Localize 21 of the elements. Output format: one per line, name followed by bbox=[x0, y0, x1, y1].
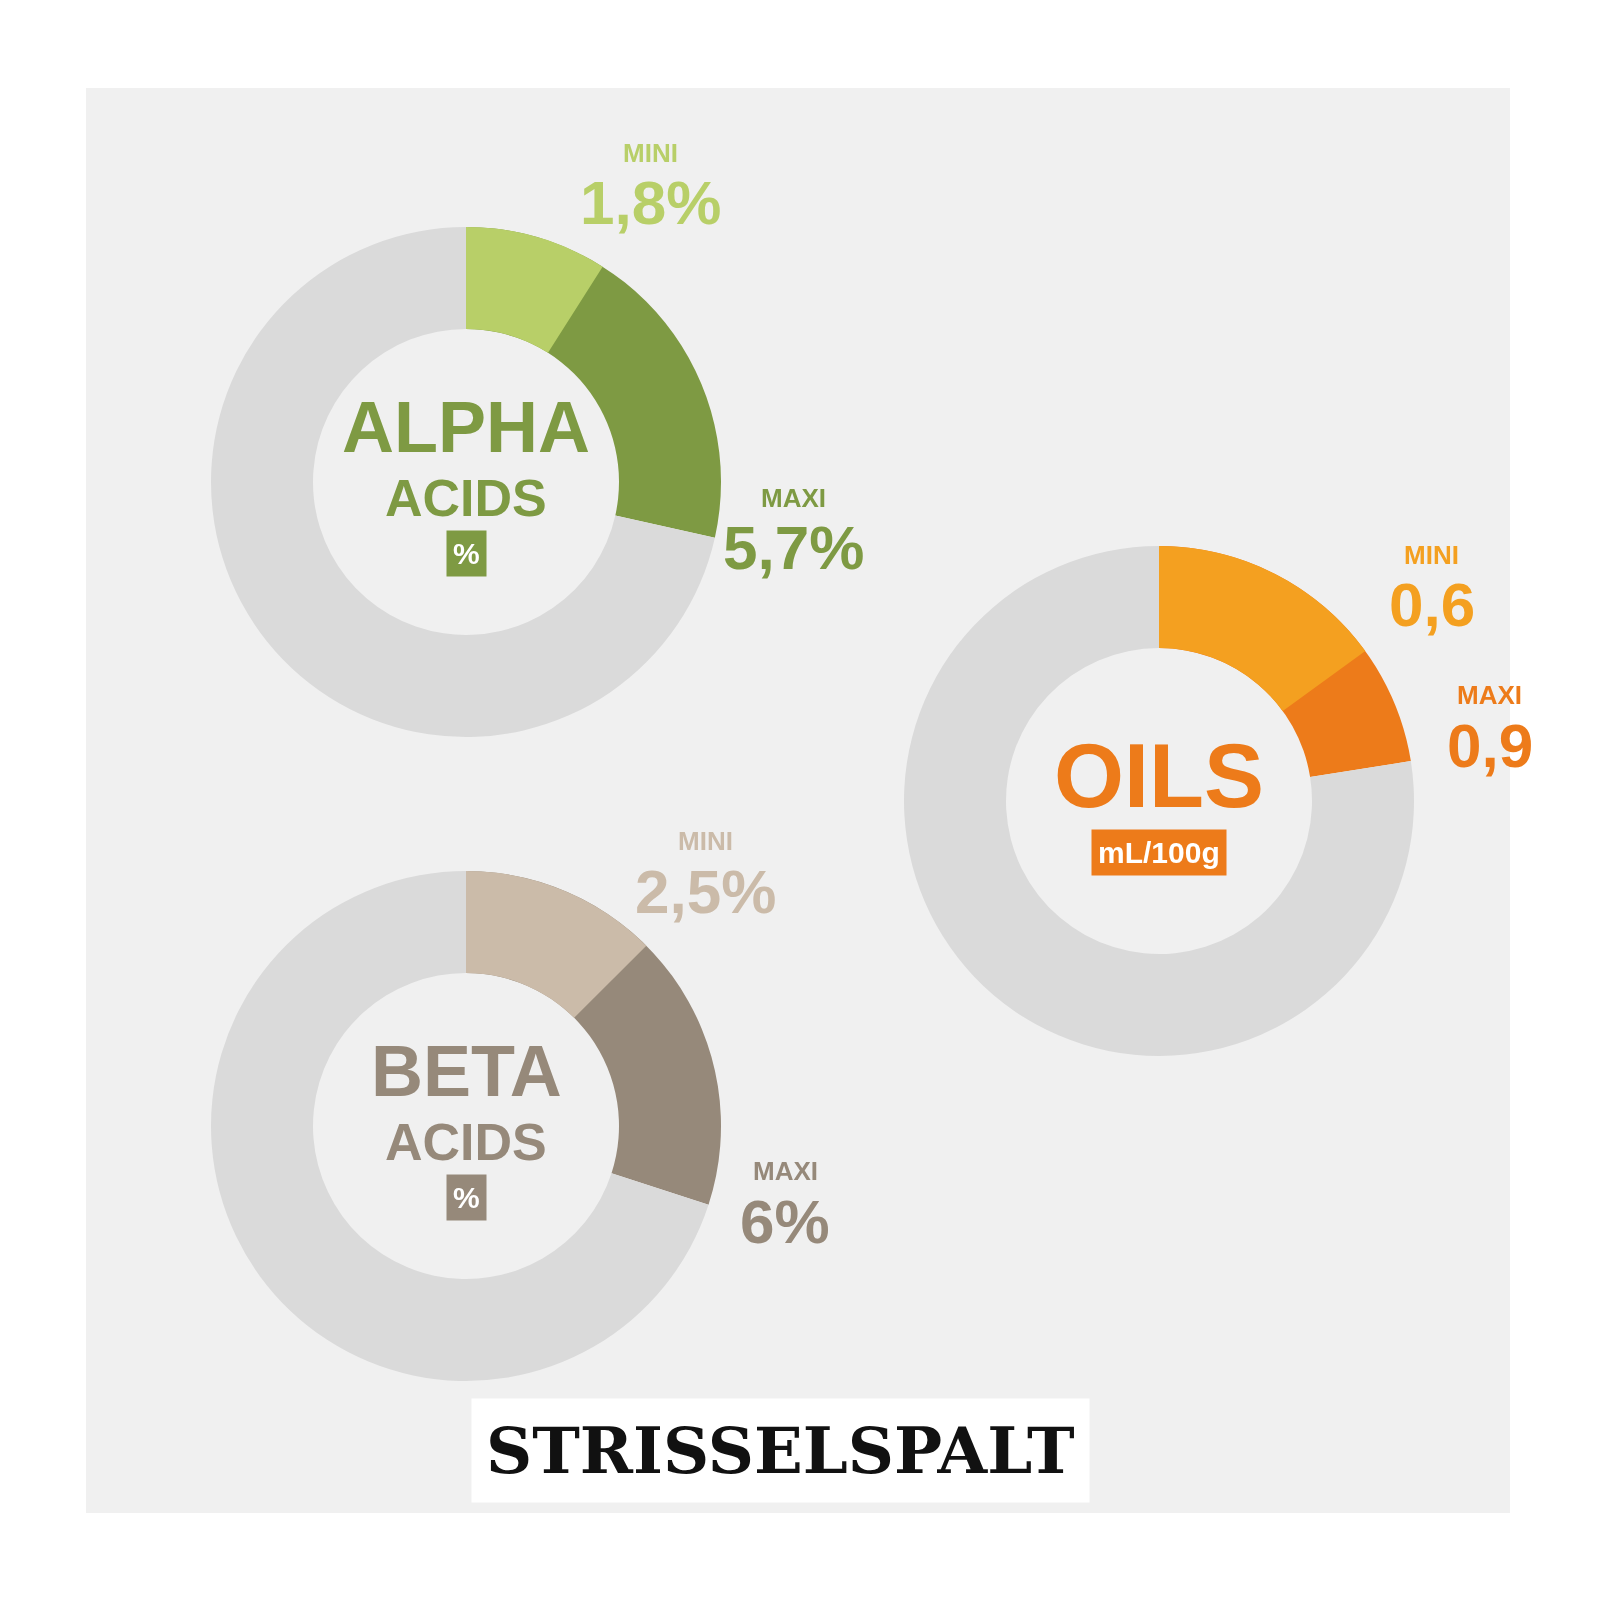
slice-label: MINI bbox=[623, 138, 678, 168]
data-label: 0,6 bbox=[1389, 570, 1476, 639]
text: ACIDS bbox=[385, 1113, 547, 1171]
slice-label: MAXI bbox=[753, 1156, 818, 1186]
text: STRISSELSPALT bbox=[486, 1413, 1075, 1488]
text: ALPHA bbox=[342, 387, 590, 467]
data-label: 1,8% bbox=[580, 168, 722, 237]
data-label: 2,5% bbox=[635, 857, 777, 926]
text: BETA bbox=[371, 1031, 562, 1111]
text: mL/100g bbox=[1098, 836, 1220, 869]
slice-label: MINI bbox=[678, 826, 733, 856]
data-label: 0,9 bbox=[1447, 711, 1534, 780]
text: OILS bbox=[1054, 726, 1265, 826]
text: % bbox=[453, 1181, 480, 1214]
text: ACIDS bbox=[385, 469, 547, 527]
text: % bbox=[453, 537, 480, 570]
data-label: 5,7% bbox=[723, 513, 865, 582]
slice-label: MAXI bbox=[761, 483, 826, 513]
data-label: 6% bbox=[740, 1187, 830, 1256]
slice-label: MAXI bbox=[1457, 680, 1522, 710]
slice-label: MINI bbox=[1404, 540, 1459, 570]
